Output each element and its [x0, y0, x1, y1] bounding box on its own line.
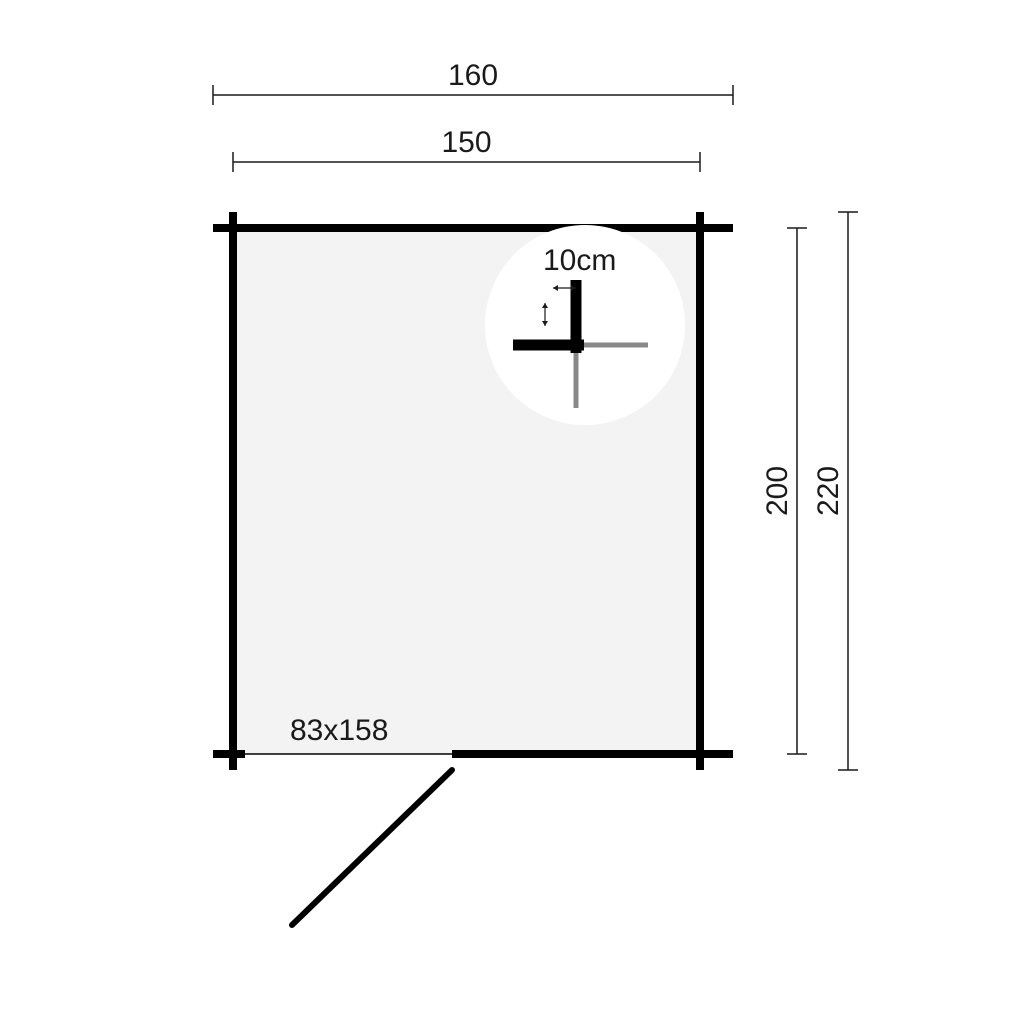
dimension-label: 220: [812, 466, 845, 516]
dimension-vertical: 220: [812, 212, 858, 770]
dimension-label: 160: [448, 59, 498, 92]
joint-detail: 10cm: [485, 225, 685, 425]
dimension-horizontal: 150: [233, 126, 700, 172]
dimension-vertical: 200: [761, 228, 807, 754]
door-swing: [292, 770, 452, 925]
dimension-label: 150: [441, 126, 491, 159]
dimension-label: 200: [761, 466, 794, 516]
door-size-label: 83x158: [290, 714, 388, 747]
joint-offset-label: 10cm: [543, 244, 616, 277]
dimension-horizontal: 160: [213, 59, 733, 105]
